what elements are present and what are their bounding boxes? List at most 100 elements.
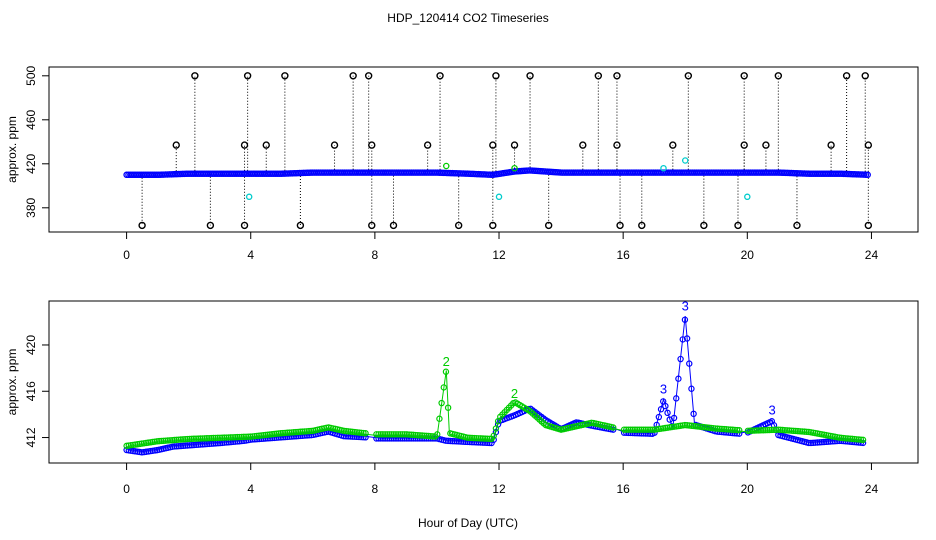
series-point bbox=[673, 395, 680, 402]
series-point bbox=[694, 423, 702, 430]
spike-point bbox=[684, 72, 693, 80]
series-point bbox=[783, 427, 791, 434]
series-point bbox=[633, 426, 641, 433]
series-point bbox=[384, 431, 391, 438]
series-point bbox=[201, 435, 208, 442]
series-point bbox=[434, 431, 441, 438]
spike-point bbox=[489, 141, 497, 149]
y-axis-label: approx. ppm bbox=[5, 116, 19, 183]
spike-point bbox=[774, 72, 783, 80]
green-point bbox=[443, 162, 450, 170]
series-point bbox=[208, 434, 215, 442]
series-point bbox=[701, 423, 708, 431]
series-point bbox=[192, 435, 200, 442]
series-point bbox=[749, 427, 756, 434]
series-point bbox=[173, 443, 180, 450]
series-point bbox=[297, 428, 304, 435]
spike-point bbox=[734, 221, 742, 230]
series-point bbox=[727, 426, 734, 433]
series-point bbox=[240, 433, 248, 441]
series-point bbox=[751, 427, 758, 434]
series-point bbox=[158, 437, 165, 445]
series-point bbox=[184, 435, 191, 443]
series-point bbox=[755, 427, 762, 434]
series-point bbox=[421, 432, 428, 439]
series-point bbox=[162, 437, 169, 444]
x-tick-label: 24 bbox=[865, 482, 879, 496]
spike-point bbox=[579, 141, 587, 149]
series-point bbox=[770, 426, 778, 434]
series-point bbox=[381, 431, 389, 438]
spike-point bbox=[389, 221, 398, 230]
x-tick-label: 4 bbox=[247, 248, 254, 262]
x-tick-label: 24 bbox=[865, 248, 879, 262]
series-point bbox=[855, 436, 862, 443]
series-point bbox=[290, 429, 298, 436]
series-point bbox=[842, 435, 849, 442]
series-point bbox=[236, 433, 243, 441]
series-point bbox=[703, 424, 710, 431]
x-axis-label: Hour of Day (UTC) bbox=[418, 516, 518, 530]
series-point bbox=[407, 431, 415, 438]
series-point bbox=[638, 426, 645, 433]
series-point bbox=[388, 431, 395, 438]
series-point bbox=[397, 431, 404, 438]
series-point bbox=[736, 427, 743, 434]
series-point bbox=[358, 429, 365, 436]
series-point bbox=[425, 432, 432, 440]
series-point bbox=[681, 421, 689, 429]
series-point bbox=[440, 384, 447, 391]
spike-point bbox=[191, 72, 199, 80]
series-point bbox=[266, 431, 274, 438]
series-point bbox=[182, 435, 189, 443]
series-point bbox=[414, 431, 421, 439]
series-point bbox=[620, 426, 628, 433]
series-point bbox=[814, 439, 821, 446]
series-point bbox=[670, 414, 678, 422]
series-point bbox=[271, 430, 278, 438]
series-point bbox=[775, 426, 782, 433]
series-point bbox=[657, 406, 665, 413]
series-point bbox=[212, 434, 219, 442]
series-point bbox=[646, 426, 654, 433]
series-point bbox=[221, 434, 228, 441]
series-point bbox=[344, 428, 352, 435]
series-point bbox=[725, 426, 732, 433]
spike-point bbox=[842, 72, 851, 80]
series-point bbox=[340, 427, 348, 435]
series-point bbox=[268, 431, 276, 438]
series-point bbox=[442, 437, 450, 444]
series-point bbox=[759, 427, 767, 434]
series-point bbox=[822, 438, 830, 446]
series-point bbox=[625, 426, 632, 433]
series-point bbox=[255, 432, 263, 439]
spike-point bbox=[262, 141, 270, 149]
series-point bbox=[722, 426, 730, 433]
spike-point bbox=[454, 221, 463, 230]
series-point bbox=[683, 422, 691, 429]
series-point bbox=[160, 437, 167, 445]
series-point bbox=[175, 436, 182, 443]
series-point bbox=[803, 428, 810, 435]
series-point bbox=[355, 429, 363, 436]
series-point bbox=[197, 435, 204, 442]
series-point bbox=[631, 426, 639, 433]
spike-point bbox=[364, 72, 373, 80]
x-tick-label: 0 bbox=[123, 248, 130, 262]
cyan-point bbox=[681, 157, 689, 164]
series-point bbox=[386, 431, 393, 438]
series-point bbox=[288, 429, 295, 436]
series-point bbox=[466, 434, 474, 442]
series-point bbox=[772, 426, 780, 433]
series-point bbox=[851, 435, 858, 443]
series-point bbox=[199, 441, 206, 448]
series-point bbox=[627, 426, 634, 433]
x-tick-label: 8 bbox=[372, 248, 379, 262]
series-point bbox=[218, 434, 226, 441]
y-axis-label: approx. ppm bbox=[5, 349, 19, 416]
series-point bbox=[179, 436, 187, 443]
point-annotation: 3 bbox=[660, 382, 667, 397]
series-point bbox=[484, 435, 491, 442]
series-point bbox=[373, 431, 380, 438]
series-point bbox=[403, 431, 411, 438]
